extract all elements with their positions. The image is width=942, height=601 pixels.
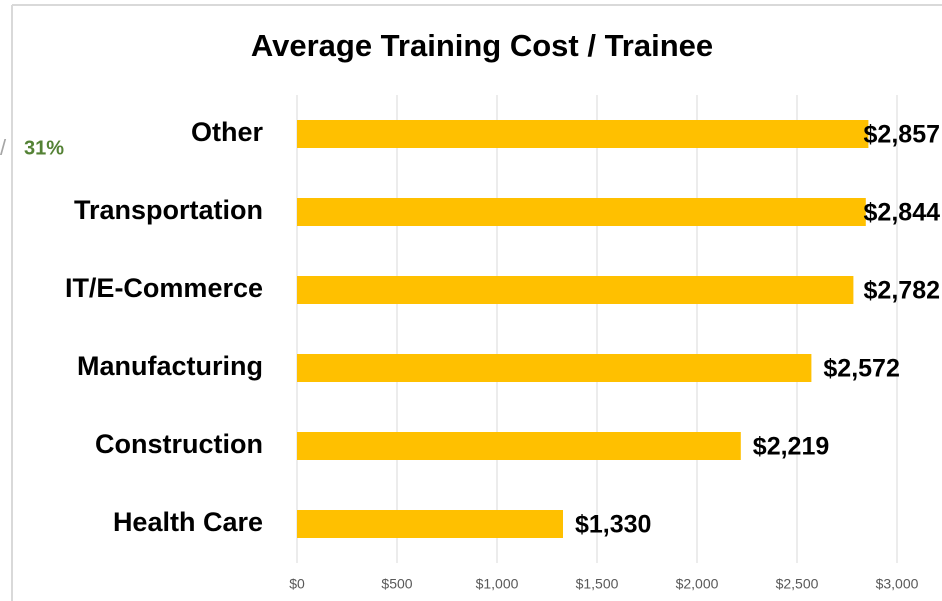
x-tick-label: $2,000 [676,576,719,592]
y-tick-label: Other [191,117,264,147]
value-label: $1,330 [575,511,651,539]
bar [297,354,812,382]
value-label: $2,857 [864,121,940,149]
bar [297,198,866,226]
value-label: $2,844 [864,199,941,227]
chart-title: Average Training Cost / Trainee [251,28,713,63]
value-label: $2,782 [864,277,940,305]
y-tick-label: Health Care [113,507,263,537]
y-tick-label: IT/E-Commerce [65,273,263,303]
x-tick-label: $2,500 [776,576,819,592]
x-tick-label: $0 [289,576,305,592]
bar [297,432,741,460]
annotation-slash: / [0,135,7,160]
x-tick-label: $3,000 [876,576,919,592]
y-tick-label: Manufacturing [77,351,263,381]
x-tick-label: $1,500 [576,576,619,592]
bar [297,120,869,148]
bar [297,276,854,304]
x-tick-label: $500 [381,576,412,592]
value-label: $2,219 [753,433,829,461]
y-tick-label: Construction [95,429,263,459]
value-label: $2,572 [823,355,899,383]
x-tick-label: $1,000 [476,576,519,592]
y-tick-label: Transportation [74,195,263,225]
bar [297,510,563,538]
annotation: 31% [24,137,64,159]
